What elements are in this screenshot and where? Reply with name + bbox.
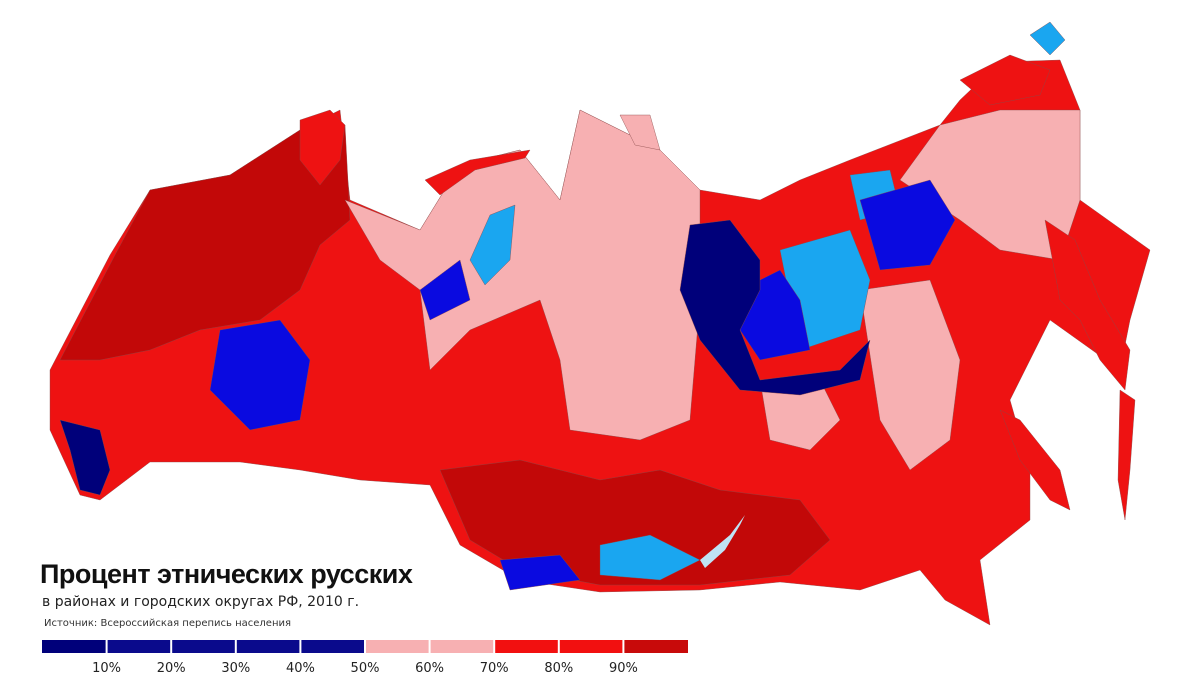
legend-tick-label: 90% [609,661,638,676]
legend: 10% 20% 30% 40% 50% 60% 70% 80% 90% [42,640,688,676]
map [49,21,1151,626]
legend-tick-label: 30% [221,661,250,676]
region-blue [419,259,471,321]
legend-tick-label: 70% [480,661,509,676]
region-pink [859,279,961,471]
legend-tick-label: 60% [415,661,444,676]
region-navy [679,219,871,396]
legend-tick-label: 80% [544,661,573,676]
region-pink [344,109,701,441]
legend-tick-label: 50% [351,661,380,676]
legend-tick-label: 10% [92,661,121,676]
island [1117,389,1136,521]
lake-baikal [700,515,745,568]
legend-bin [623,640,688,653]
island [1029,21,1066,56]
region-pink [899,109,1081,261]
island [619,114,661,151]
region-dark-red [59,124,351,361]
region-light-blue [469,204,516,286]
map-subtitle: в районах и городских округах РФ, 2010 г… [42,594,359,610]
region-blue [859,179,956,271]
region-navy [59,419,111,496]
island [999,409,1071,511]
island [424,149,531,196]
island [1044,219,1131,391]
island [299,109,346,186]
map-title: Процент этнических русских [40,559,413,589]
legend-bin [42,640,107,653]
island [959,54,1051,106]
region-blue [209,319,311,431]
legend-tick-label: 40% [286,661,315,676]
region-blue [499,554,581,591]
legend-tick-label: 20% [157,661,186,676]
region-light-blue [599,534,701,581]
map-source: Источник: Всероссийская перепись населен… [44,618,291,629]
